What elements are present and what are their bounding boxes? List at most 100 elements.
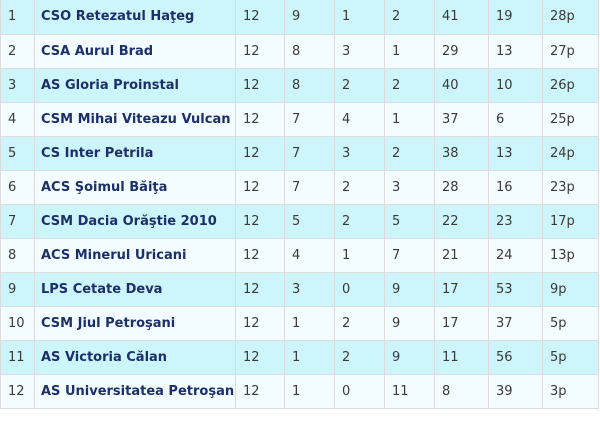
won-cell: 3 bbox=[284, 272, 335, 307]
lost-cell: 2 bbox=[384, 68, 435, 103]
goals-against-cell: 13 bbox=[488, 34, 543, 69]
won-cell: 1 bbox=[284, 374, 335, 409]
points-cell: 17p bbox=[542, 204, 599, 239]
won-cell: 1 bbox=[284, 306, 335, 341]
played-cell: 12 bbox=[235, 272, 285, 307]
lost-cell: 3 bbox=[384, 170, 435, 205]
goals-against-cell: 23 bbox=[488, 204, 543, 239]
position-cell: 9 bbox=[0, 272, 35, 307]
lost-cell: 1 bbox=[384, 102, 435, 137]
team-name-cell: CS Inter Petrila bbox=[34, 136, 236, 171]
goals-for-cell: 21 bbox=[434, 238, 489, 273]
position-cell: 4 bbox=[0, 102, 35, 137]
drawn-cell: 2 bbox=[334, 204, 385, 239]
position-cell: 10 bbox=[0, 306, 35, 341]
played-cell: 12 bbox=[235, 306, 285, 341]
goals-for-cell: 8 bbox=[434, 374, 489, 409]
lost-cell: 9 bbox=[384, 340, 435, 375]
drawn-cell: 3 bbox=[334, 136, 385, 171]
points-cell: 5p bbox=[542, 306, 599, 341]
lost-cell: 7 bbox=[384, 238, 435, 273]
table-row: 11 AS Victoria Călan 12 1 2 9 11 56 5p bbox=[0, 340, 599, 375]
points-cell: 5p bbox=[542, 340, 599, 375]
won-cell: 1 bbox=[284, 340, 335, 375]
team-name-cell: CSO Retezatul Haţeg bbox=[34, 0, 236, 35]
drawn-cell: 2 bbox=[334, 170, 385, 205]
won-cell: 8 bbox=[284, 34, 335, 69]
goals-for-cell: 17 bbox=[434, 306, 489, 341]
position-cell: 6 bbox=[0, 170, 35, 205]
points-cell: 13p bbox=[542, 238, 599, 273]
table-row: 6 ACS Şoimul Băiţa 12 7 2 3 28 16 23p bbox=[0, 170, 599, 205]
drawn-cell: 0 bbox=[334, 374, 385, 409]
table-row: 1 CSO Retezatul Haţeg 12 9 1 2 41 19 28p bbox=[0, 0, 599, 35]
table-row: 10 CSM Jiul Petroşani 12 1 2 9 17 37 5p bbox=[0, 306, 599, 341]
goals-for-cell: 11 bbox=[434, 340, 489, 375]
table-row: 9 LPS Cetate Deva 12 3 0 9 17 53 9p bbox=[0, 272, 599, 307]
won-cell: 8 bbox=[284, 68, 335, 103]
drawn-cell: 2 bbox=[334, 340, 385, 375]
points-cell: 28p bbox=[542, 0, 599, 35]
goals-against-cell: 19 bbox=[488, 0, 543, 35]
team-name-cell: CSM Mihai Viteazu Vulcan bbox=[34, 102, 236, 137]
team-name-cell: ACS Minerul Uricani bbox=[34, 238, 236, 273]
points-cell: 24p bbox=[542, 136, 599, 171]
lost-cell: 5 bbox=[384, 204, 435, 239]
lost-cell: 1 bbox=[384, 34, 435, 69]
goals-against-cell: 6 bbox=[488, 102, 543, 137]
goals-against-cell: 16 bbox=[488, 170, 543, 205]
points-cell: 25p bbox=[542, 102, 599, 137]
table-row: 5 CS Inter Petrila 12 7 3 2 38 13 24p bbox=[0, 136, 599, 171]
points-cell: 27p bbox=[542, 34, 599, 69]
team-name-cell: AS Gloria Proinstal bbox=[34, 68, 236, 103]
drawn-cell: 4 bbox=[334, 102, 385, 137]
goals-for-cell: 22 bbox=[434, 204, 489, 239]
table-row: 3 AS Gloria Proinstal 12 8 2 2 40 10 26p bbox=[0, 68, 599, 103]
lost-cell: 9 bbox=[384, 272, 435, 307]
team-name-cell: CSM Dacia Orăştie 2010 bbox=[34, 204, 236, 239]
won-cell: 4 bbox=[284, 238, 335, 273]
team-name-cell: AS Victoria Călan bbox=[34, 340, 236, 375]
team-name-cell: LPS Cetate Deva bbox=[34, 272, 236, 307]
table-row: 4 CSM Mihai Viteazu Vulcan 12 7 4 1 37 6 25p bbox=[0, 102, 599, 137]
goals-against-cell: 37 bbox=[488, 306, 543, 341]
team-name-cell: CSA Aurul Brad bbox=[34, 34, 236, 69]
goals-for-cell: 17 bbox=[434, 272, 489, 307]
won-cell: 7 bbox=[284, 170, 335, 205]
drawn-cell: 2 bbox=[334, 306, 385, 341]
points-cell: 3p bbox=[542, 374, 599, 409]
won-cell: 7 bbox=[284, 136, 335, 171]
goals-against-cell: 10 bbox=[488, 68, 543, 103]
goals-against-cell: 56 bbox=[488, 340, 543, 375]
goals-against-cell: 39 bbox=[488, 374, 543, 409]
position-cell: 2 bbox=[0, 34, 35, 69]
team-name-cell: AS Universitatea Petroşani bbox=[34, 374, 236, 409]
goals-against-cell: 53 bbox=[488, 272, 543, 307]
points-cell: 9p bbox=[542, 272, 599, 307]
drawn-cell: 2 bbox=[334, 68, 385, 103]
goals-for-cell: 41 bbox=[434, 0, 489, 35]
team-name-cell: CSM Jiul Petroşani bbox=[34, 306, 236, 341]
table-row: 2 CSA Aurul Brad 12 8 3 1 29 13 27p bbox=[0, 34, 599, 69]
drawn-cell: 1 bbox=[334, 0, 385, 35]
position-cell: 1 bbox=[0, 0, 35, 35]
table-row: 7 CSM Dacia Orăştie 2010 12 5 2 5 22 23 17p bbox=[0, 204, 599, 239]
lost-cell: 2 bbox=[384, 0, 435, 35]
goals-for-cell: 38 bbox=[434, 136, 489, 171]
position-cell: 3 bbox=[0, 68, 35, 103]
played-cell: 12 bbox=[235, 34, 285, 69]
drawn-cell: 1 bbox=[334, 238, 385, 273]
table-row: 12 AS Universitatea Petroşani 12 1 0 11 8 39 3p bbox=[0, 374, 599, 409]
standings-table: 1 CSO Retezatul Haţeg 12 9 1 2 41 19 28p 2 CSA Aur… bbox=[0, 0, 599, 409]
goals-against-cell: 24 bbox=[488, 238, 543, 273]
played-cell: 12 bbox=[235, 102, 285, 137]
position-cell: 8 bbox=[0, 238, 35, 273]
played-cell: 12 bbox=[235, 68, 285, 103]
played-cell: 12 bbox=[235, 204, 285, 239]
won-cell: 5 bbox=[284, 204, 335, 239]
played-cell: 12 bbox=[235, 238, 285, 273]
lost-cell: 2 bbox=[384, 136, 435, 171]
played-cell: 12 bbox=[235, 340, 285, 375]
standings-body: 1 CSO Retezatul Haţeg 12 9 1 2 41 19 28p 2 CSA Aur… bbox=[0, 0, 599, 409]
played-cell: 12 bbox=[235, 0, 285, 35]
